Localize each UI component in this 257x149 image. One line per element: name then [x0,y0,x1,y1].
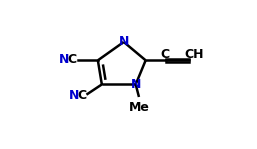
Text: C: C [160,48,169,60]
Text: N: N [59,53,69,66]
Text: N: N [118,35,129,48]
Text: Me: Me [129,101,150,114]
Text: C: C [68,53,77,66]
Text: N: N [69,89,79,102]
Text: CH: CH [185,48,204,60]
Text: C: C [77,89,87,102]
Text: N: N [131,78,141,91]
